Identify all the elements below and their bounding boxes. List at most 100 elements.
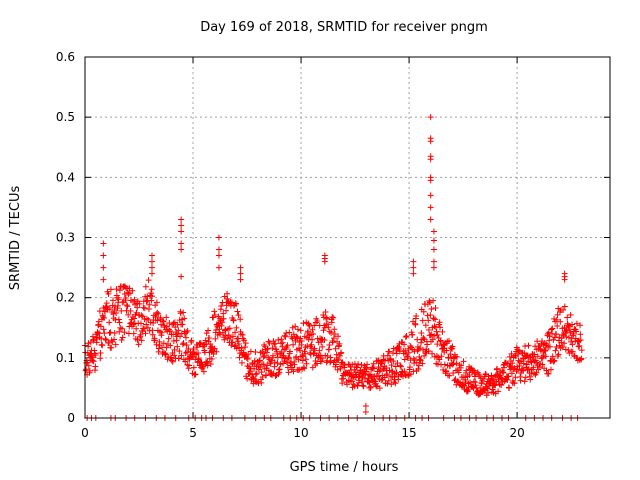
data-point: [413, 313, 420, 320]
data-point: [175, 327, 182, 334]
data-point: [450, 370, 457, 377]
data-point: [222, 327, 228, 334]
data-point: [325, 324, 332, 331]
data-point: [260, 361, 267, 368]
x-tick-label: 5: [189, 426, 197, 440]
y-tick-label: 0.2: [56, 291, 75, 305]
data-point: [301, 365, 308, 372]
data-point: [294, 326, 301, 333]
data-point: [567, 329, 574, 336]
data-point: [290, 331, 297, 338]
data-point: [428, 306, 435, 313]
data-point: [467, 379, 474, 386]
data-point: [302, 350, 309, 357]
data-point: [430, 246, 437, 253]
data-point: [420, 346, 427, 353]
data-point: [148, 264, 155, 271]
data-point: [419, 360, 426, 367]
data-point: [437, 337, 444, 344]
data-point: [410, 368, 417, 375]
data-point: [354, 382, 361, 389]
data-point: [211, 312, 218, 319]
data-point: [242, 340, 249, 347]
data-point: [279, 339, 286, 346]
data-point: [427, 332, 434, 339]
data-point: [577, 337, 584, 344]
data-point: [578, 355, 585, 362]
data-point: [401, 356, 408, 363]
data-point: [196, 340, 203, 347]
data-point: [390, 358, 397, 365]
data-point: [523, 361, 530, 368]
data-point: [438, 353, 445, 360]
data-point: [562, 328, 569, 335]
data-point: [498, 382, 505, 389]
y-tick-label: 0.3: [56, 231, 75, 245]
data-point: [557, 318, 564, 325]
data-point: [344, 381, 351, 388]
data-point: [211, 308, 218, 315]
data-point: [576, 342, 583, 349]
data-point: [424, 312, 431, 319]
data-point: [515, 357, 522, 364]
data-point: [551, 315, 558, 322]
data-point: [490, 376, 497, 383]
data-point: [100, 276, 107, 283]
data-point: [178, 273, 185, 280]
data-point: [449, 343, 456, 350]
data-point: [319, 343, 326, 350]
data-point: [219, 319, 226, 326]
data-point: [224, 295, 231, 302]
data-point: [432, 305, 439, 312]
data-point: [280, 352, 287, 359]
data-point: [521, 378, 528, 385]
data-point: [233, 300, 240, 307]
data-point: [111, 336, 118, 343]
data-point: [547, 366, 554, 373]
data-point: [564, 314, 571, 321]
data-point: [101, 315, 108, 322]
data-point: [298, 337, 305, 344]
data-point: [551, 357, 558, 364]
data-point: [401, 368, 408, 375]
data-point: [100, 252, 107, 259]
data-point: [322, 309, 329, 315]
data-point: [252, 348, 259, 355]
data-point: [578, 347, 585, 354]
data-point: [392, 370, 399, 377]
data-point: [95, 318, 102, 325]
data-point: [174, 343, 181, 350]
chart-title: Day 169 of 2018, SRMTID for receiver png…: [200, 20, 488, 35]
data-point: [107, 329, 114, 336]
data-point: [270, 352, 277, 359]
data-point: [553, 343, 560, 350]
data-point: [218, 322, 225, 329]
data-point: [144, 324, 151, 331]
data-point: [143, 298, 150, 305]
data-point: [436, 356, 443, 363]
data-point: [116, 328, 123, 335]
data-point: [278, 336, 285, 343]
data-point: [242, 352, 249, 359]
data-point: [135, 341, 142, 348]
data-point: [143, 321, 150, 328]
data-point: [362, 402, 369, 409]
data-point: [418, 330, 425, 337]
data-point: [385, 377, 392, 384]
data-point: [284, 342, 291, 349]
data-point: [497, 374, 504, 381]
data-point: [415, 362, 422, 369]
data-point: [358, 361, 365, 368]
data-point: [169, 358, 176, 365]
data-point: [511, 380, 518, 387]
data-point: [494, 365, 501, 372]
y-tick-label: 0.5: [56, 110, 75, 124]
data-point: [258, 369, 265, 376]
data-point: [286, 348, 293, 355]
data-point: [512, 352, 519, 359]
data-point: [294, 334, 301, 341]
data-point: [453, 353, 460, 360]
data-point: [208, 355, 215, 362]
x-tick-label: 15: [401, 426, 416, 440]
data-point: [306, 321, 312, 328]
